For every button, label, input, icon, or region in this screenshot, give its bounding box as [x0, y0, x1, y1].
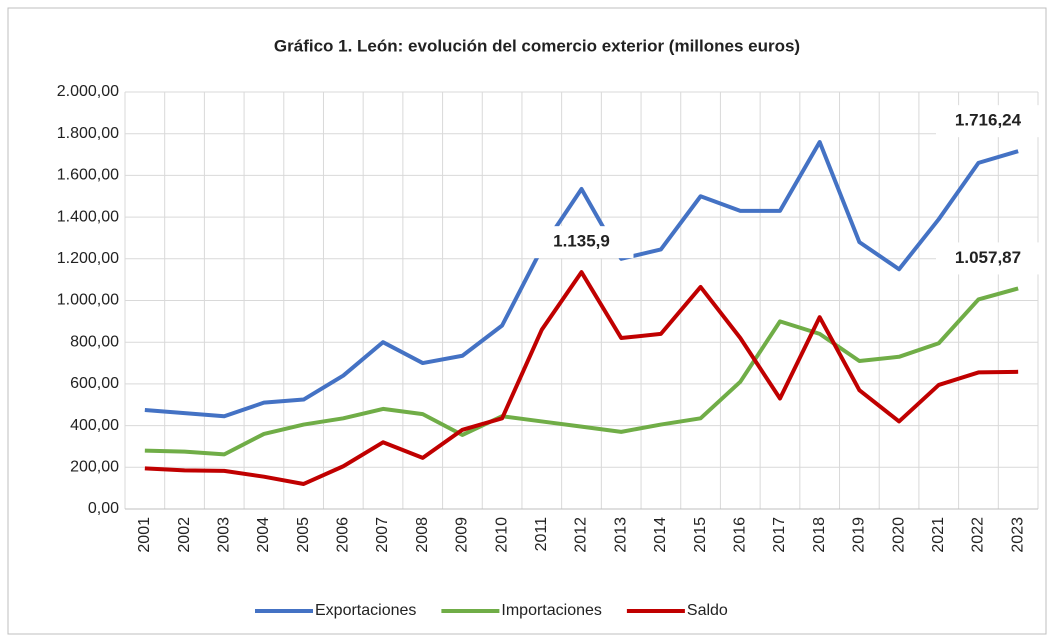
y-tick-label: 600,00 — [70, 375, 119, 392]
data-label-bg — [529, 226, 634, 259]
legend-label: Saldo — [687, 602, 728, 619]
y-tick-label: 1.800,00 — [57, 125, 119, 142]
data-label: 1.057,87 — [955, 248, 1021, 267]
x-tick-label: 2016 — [732, 517, 749, 553]
x-tick-label: 2005 — [295, 517, 312, 553]
series-line — [144, 270, 1019, 486]
x-tick-label: 2004 — [255, 517, 272, 553]
data-label-bg — [936, 242, 1040, 275]
y-tick-label: 2.000,00 — [57, 83, 119, 100]
x-tick-label: 2003 — [215, 517, 232, 553]
x-tick-label: 2019 — [851, 517, 868, 553]
y-tick-label: 1.200,00 — [57, 250, 119, 267]
x-tick-label: 2011 — [533, 517, 550, 552]
x-tick-label: 2002 — [176, 517, 193, 553]
data-label: 1.135,9 — [553, 232, 610, 251]
legend-label: Importaciones — [501, 602, 602, 619]
series-line — [144, 140, 1019, 419]
chart-frame — [7, 7, 1047, 635]
x-tick-label: 2001 — [136, 517, 153, 553]
y-tick-label: 1.400,00 — [57, 208, 119, 225]
x-tick-label: 2012 — [573, 517, 590, 553]
x-tick-label: 2007 — [374, 517, 391, 553]
x-tick-label: 2021 — [930, 517, 947, 553]
legend-label: Exportaciones — [315, 602, 416, 619]
x-tick-label: 2010 — [493, 517, 510, 553]
chart-title: Gráfico 1. León: evolución del comercio … — [274, 36, 800, 55]
y-tick-label: 1.600,00 — [57, 167, 119, 184]
x-tick-label: 2013 — [612, 517, 629, 553]
x-tick-label: 2022 — [970, 517, 987, 553]
y-tick-label: 400,00 — [70, 417, 119, 434]
x-tick-label: 2018 — [811, 517, 828, 553]
data-label: 1.716,24 — [955, 111, 1022, 130]
y-tick-label: 200,00 — [70, 459, 119, 476]
x-tick-label: 2023 — [1009, 517, 1026, 553]
y-tick-label: 0,00 — [88, 500, 119, 517]
series-line — [144, 286, 1019, 457]
x-tick-label: 2008 — [414, 517, 431, 553]
y-tick-label: 800,00 — [70, 333, 119, 350]
x-tick-label: 2015 — [692, 517, 709, 553]
x-tick-label: 2009 — [454, 517, 471, 553]
x-tick-label: 2014 — [652, 517, 669, 553]
y-tick-label: 1.000,00 — [57, 292, 119, 309]
x-tick-label: 2020 — [890, 517, 907, 553]
x-tick-label: 2017 — [771, 517, 788, 553]
data-label-bg — [936, 105, 1040, 138]
x-tick-label: 2006 — [335, 517, 352, 553]
